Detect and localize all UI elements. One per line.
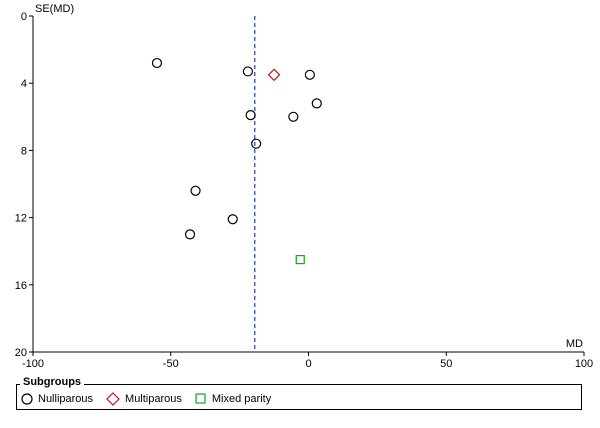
mixed-parity-point: [295, 255, 305, 265]
nulliparous-point: [311, 98, 322, 109]
legend-items: Nulliparous Multiparous Mixed parity: [20, 392, 283, 406]
legend-label-multiparous: Multiparous: [125, 393, 182, 405]
legend-item-mixed-parity: Mixed parity: [194, 392, 271, 406]
nulliparous-point: [288, 111, 299, 122]
y-tick-label: 16: [15, 280, 27, 292]
legend-square-icon: [195, 393, 206, 404]
legend-circle-icon: [21, 393, 33, 405]
legend-title: Subgroups: [20, 376, 85, 388]
y-tick-label: 20: [15, 347, 27, 359]
y-tick-label: 8: [21, 145, 27, 157]
x-tick-label: 0: [305, 358, 311, 370]
legend: [16, 384, 582, 410]
data-points: [151, 57, 322, 265]
x-tick-label: -100: [22, 358, 44, 370]
nulliparous-point: [251, 138, 262, 149]
axes: 0 4 8 12 16 20-100 -50 0 50 100: [15, 11, 593, 370]
nulliparous-point: [184, 229, 196, 240]
nulliparous-point: [242, 66, 253, 77]
x-tick-label: 100: [575, 358, 593, 370]
nulliparous-point: [190, 185, 201, 196]
y-tick-label: 0: [21, 11, 27, 23]
legend-label-mixed-parity: Mixed parity: [211, 393, 272, 405]
nulliparous-point: [227, 214, 238, 225]
x-tick-label: 50: [440, 358, 452, 370]
multiparous-point: [267, 68, 281, 82]
y-tick-label: 12: [15, 213, 27, 225]
legend-item-nulliparous: Nulliparous: [20, 392, 93, 406]
y-tick-label: 4: [21, 78, 27, 90]
nulliparous-point: [245, 110, 256, 121]
legend-diamond-icon: [106, 392, 120, 406]
x-tick-label: -50: [163, 358, 179, 370]
nulliparous-point: [304, 69, 315, 80]
x-axis-label: MD: [566, 338, 583, 350]
y-axis-label: SE(MD): [35, 3, 74, 15]
legend-item-multiparous: Multiparous: [105, 392, 182, 406]
legend-label-nulliparous: Nulliparous: [38, 393, 94, 405]
nulliparous-point: [151, 57, 163, 69]
